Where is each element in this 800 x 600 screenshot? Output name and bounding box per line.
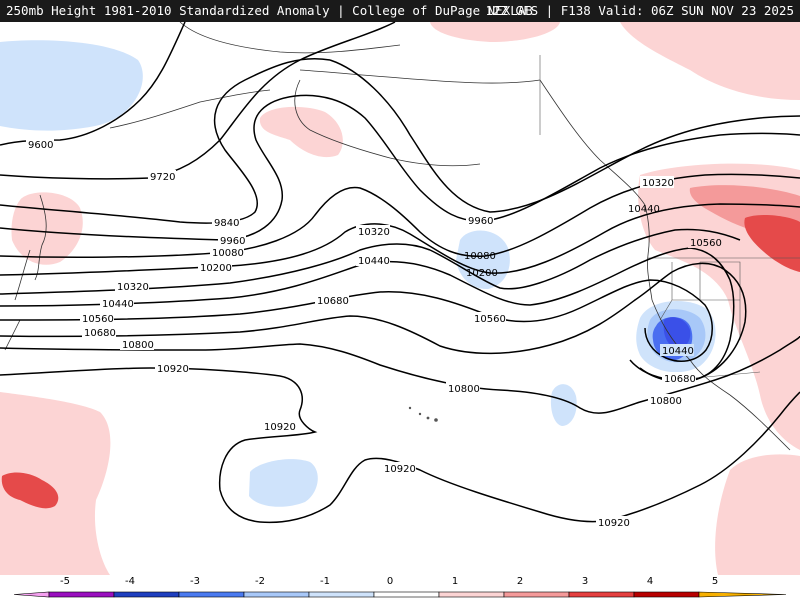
contour-label: 10440 (358, 256, 390, 267)
legend-ticks: -5 -4 -3 -2 -1 0 1 2 3 4 5 (60, 576, 718, 587)
legend-color-segment (698, 591, 787, 598)
contour-label: 10440 (102, 299, 134, 310)
island-oahu (418, 412, 422, 416)
contour-10920-north (0, 367, 800, 524)
coast-mexico (729, 394, 791, 451)
island-maui (426, 416, 430, 420)
hawaii-islands (408, 406, 438, 422)
contour-label: 10080 (212, 248, 244, 259)
contour-label: 10920 (157, 364, 189, 375)
anomaly-negative-nw (0, 40, 143, 131)
legend-color-segment (568, 591, 635, 598)
coast-bc (644, 204, 653, 301)
contour-label: 9960 (468, 216, 493, 227)
coast-arctic (179, 21, 401, 54)
border-us-states (659, 261, 741, 340)
contour-label: 10320 (117, 282, 149, 293)
legend-color-segment (113, 591, 180, 598)
legend-tick-label: -3 (190, 576, 200, 587)
contour-label: 10800 (650, 396, 682, 407)
island-hawaii (434, 418, 438, 422)
contour-label: 9960 (220, 236, 245, 247)
legend-tick-label: -5 (60, 576, 70, 587)
legend-color-segment (243, 591, 310, 598)
coast-alaska-west (294, 79, 481, 167)
legend-tick-label: 5 (712, 576, 718, 587)
contour-10320-east (429, 228, 741, 290)
contour-label: 10560 (474, 314, 506, 325)
contour-label: 10200 (466, 268, 498, 279)
anomaly-negative-cutoff-core (663, 317, 691, 349)
anomaly-negative-south (249, 459, 318, 507)
legend-color-segment (503, 591, 570, 598)
anomaly-positive-sw (0, 392, 111, 575)
legend-color-segment (178, 591, 245, 598)
legend-tick-label: -4 (125, 576, 135, 587)
contour-label: 10200 (200, 263, 232, 274)
anomaly-positive-alaska (259, 106, 343, 158)
contour-label: 10080 (464, 251, 496, 262)
legend-bar (13, 591, 787, 598)
legend-color-segment (438, 591, 505, 598)
map-title: 250mb Height 1981-2010 Standardized Anom… (6, 3, 533, 18)
contour-label: 10560 (690, 238, 722, 249)
coast-siberia (109, 89, 271, 129)
legend-color-segment (48, 591, 115, 598)
contour-9840-west (0, 57, 331, 224)
anomaly-negative-trough (456, 230, 510, 290)
legend-tick-label: 3 (582, 576, 588, 587)
model-run-info: 12Z GFS | F138 Valid: 06Z SUN NOV 23 202… (485, 3, 794, 18)
header-bar: 250mb Height 1981-2010 Standardized Anom… (0, 0, 800, 22)
contour-label: 10440 (662, 346, 694, 357)
anomaly-negative-small (550, 384, 577, 426)
contour-labels: 9600 9720 9840 9960 10080 10200 10320 10… (26, 138, 722, 529)
coast-alaska-north (299, 69, 541, 84)
contour-10440 (0, 247, 735, 381)
anomaly-positive-sw-strong (1, 472, 59, 509)
contour-label: 9720 (150, 172, 175, 183)
anomaly-positive-se (715, 454, 800, 575)
contour-10680 (0, 262, 747, 383)
contour-label: 10920 (264, 422, 296, 433)
contour-label: 10800 (448, 384, 480, 395)
contour-label: 10680 (317, 296, 349, 307)
anomaly-positive-top (430, 22, 560, 42)
contour-10800 (0, 335, 800, 414)
contour-label: 10680 (664, 374, 696, 385)
legend-tick-label: -1 (320, 576, 330, 587)
island-kauai (408, 406, 412, 410)
coast-alaska-panhandle (539, 79, 646, 206)
contour-10320-west (0, 243, 431, 295)
contour-label: 10320 (358, 227, 390, 238)
legend-tick-label: 0 (387, 576, 393, 587)
contour-label: 10680 (84, 328, 116, 339)
legend-tick-label: 4 (647, 576, 653, 587)
anomaly-positive-japan (11, 192, 83, 265)
legend-color-segment (373, 591, 440, 598)
anomaly-positive-ne (620, 22, 800, 100)
contour-label: 10560 (82, 314, 114, 325)
contour-label: 10920 (384, 464, 416, 475)
contour-label: 10440 (628, 204, 660, 215)
legend-color-segment (633, 591, 700, 598)
legend-tick-label: 2 (517, 576, 523, 587)
coast-japan (4, 249, 31, 351)
contour-label: 10320 (642, 178, 674, 189)
legend-tick-label: 1 (452, 576, 458, 587)
contour-10560 (0, 279, 713, 363)
legend: -5 -4 -3 -2 -1 0 1 2 3 4 5 (0, 575, 800, 600)
contour-label: 10800 (122, 340, 154, 351)
legend-tick-label: -2 (255, 576, 265, 587)
contour-label: 10920 (598, 518, 630, 529)
contour-label: 9840 (214, 218, 239, 229)
legend-color-segment (308, 591, 375, 598)
contour-label: 9600 (28, 140, 53, 151)
